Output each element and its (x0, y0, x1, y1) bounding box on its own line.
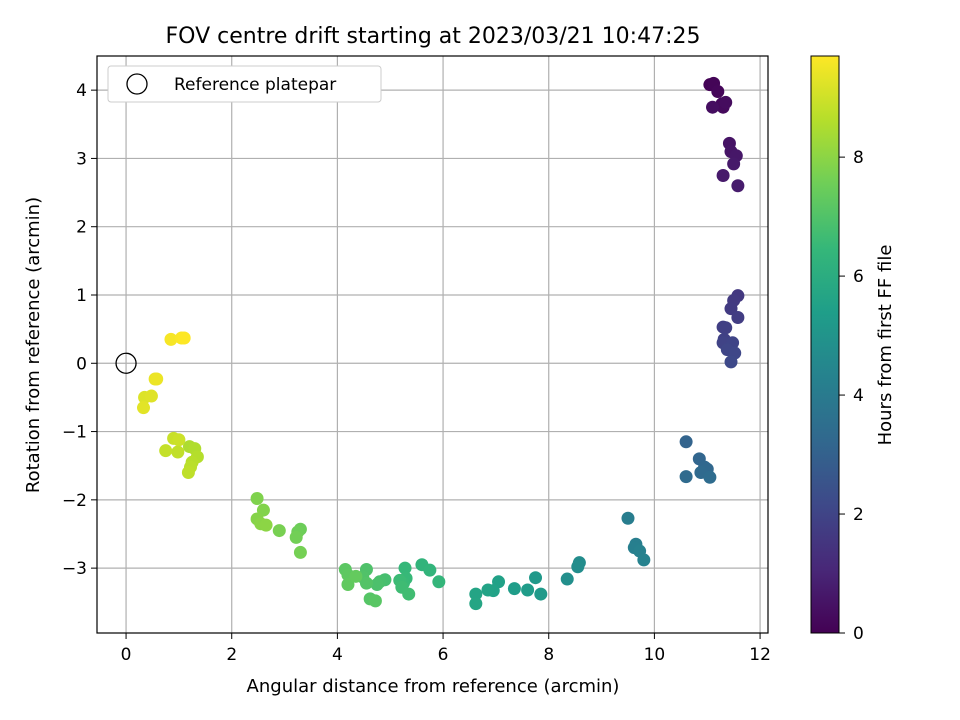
legend-marker-reference (126, 73, 148, 95)
data-point (432, 575, 446, 589)
data-point (469, 597, 483, 611)
y-tick-label: 3 (76, 149, 87, 169)
x-tick-label: 12 (749, 645, 771, 665)
x-tick-label: 8 (543, 645, 554, 665)
data-point (703, 470, 717, 484)
data-point (679, 435, 693, 449)
colorbar-gradient (811, 56, 839, 633)
y-tick-label: 0 (76, 354, 87, 374)
data-point (423, 563, 437, 577)
legend-box (107, 65, 382, 103)
colorbar-tick-label: 4 (853, 386, 864, 406)
data-point (289, 530, 303, 544)
data-point (529, 571, 543, 585)
colorbar-tick-label: 2 (853, 505, 864, 525)
y-tick-label: 2 (76, 218, 87, 238)
data-point (172, 433, 186, 447)
data-point (706, 100, 720, 114)
y-axis-label: Rotation from reference (arcmin) (23, 197, 44, 493)
data-point (481, 583, 495, 597)
data-point (171, 445, 185, 459)
x-axis-ticks: 0 2 4 6 8 10 12 (121, 633, 771, 665)
legend-label-reference: Reference platepar (174, 75, 336, 95)
data-point (731, 179, 745, 193)
colorbar-label: Hours from first FF file (875, 245, 896, 446)
data-point (144, 389, 158, 403)
data-point (724, 302, 738, 316)
data-point (136, 401, 150, 415)
y-tick-label: −3 (62, 559, 87, 579)
data-point (637, 553, 651, 567)
data-point (293, 545, 307, 559)
data-point (341, 578, 355, 592)
colorbar-tick-label: 8 (853, 148, 864, 168)
data-point (731, 311, 745, 325)
colorbar-frame (810, 55, 840, 634)
data-point (150, 372, 164, 386)
data-point (469, 587, 483, 601)
data-point (719, 321, 733, 335)
data-point (621, 511, 635, 525)
x-tick-label: 10 (644, 645, 666, 665)
x-tick-label: 2 (226, 645, 237, 665)
data-point (724, 355, 738, 369)
data-point (727, 157, 741, 171)
data-point (719, 95, 733, 109)
data-point (571, 560, 585, 574)
x-axis-label: Angular distance from reference (arcmin) (247, 676, 620, 697)
data-point (159, 444, 173, 458)
chart-title: FOV centre drift starting at 2023/03/21 … (166, 24, 701, 49)
grid-lines (97, 56, 768, 633)
colorbar: 0 2 4 6 8 Hours from first FF file (810, 55, 896, 644)
legend: Reference platepar (107, 65, 382, 103)
data-point (534, 587, 548, 601)
data-point (402, 587, 416, 601)
colorbar-tick-label: 6 (853, 267, 864, 287)
data-point (349, 569, 363, 583)
data-point (250, 491, 264, 505)
data-point (177, 331, 191, 345)
colorbar-tick-label: 0 (853, 624, 864, 644)
y-axis-ticks: −3 −2 −1 0 1 2 3 4 (62, 81, 97, 579)
reference-platepar-marker (115, 352, 137, 374)
data-point (398, 561, 412, 575)
data-point (181, 466, 195, 480)
data-point (164, 332, 178, 346)
data-point (259, 518, 273, 532)
y-tick-label: −1 (62, 423, 87, 443)
y-tick-label: 1 (76, 286, 87, 306)
x-tick-label: 6 (438, 645, 449, 665)
data-point (368, 594, 382, 608)
x-tick-label: 0 (121, 645, 132, 665)
data-point (370, 578, 384, 592)
data-point (507, 582, 521, 596)
data-point (272, 524, 286, 538)
y-tick-label: −2 (62, 491, 87, 511)
data-point (359, 576, 373, 590)
data-point (560, 572, 574, 586)
data-point (716, 168, 730, 182)
data-point (521, 583, 535, 597)
x-tick-label: 4 (332, 645, 343, 665)
data-point (711, 85, 725, 99)
colorbar-ticks: 0 2 4 6 8 (839, 148, 864, 644)
y-tick-label: 4 (76, 81, 87, 101)
plot-frame (96, 55, 769, 634)
data-points (136, 76, 745, 611)
data-point (679, 470, 693, 484)
